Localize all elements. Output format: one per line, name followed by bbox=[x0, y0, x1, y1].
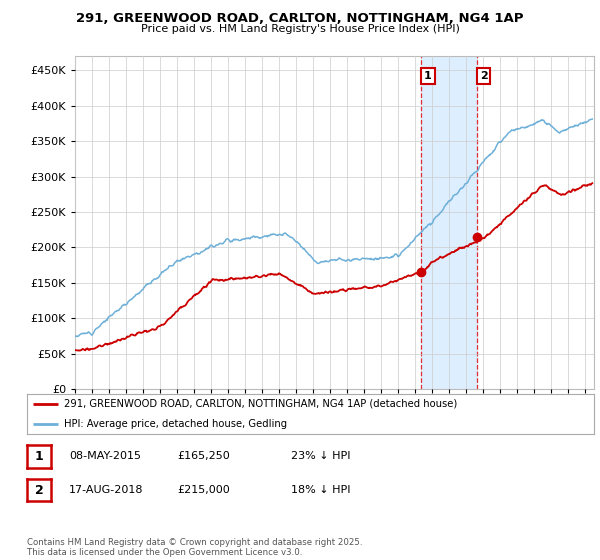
Text: 291, GREENWOOD ROAD, CARLTON, NOTTINGHAM, NG4 1AP: 291, GREENWOOD ROAD, CARLTON, NOTTINGHAM… bbox=[76, 12, 524, 25]
Text: 2: 2 bbox=[479, 71, 487, 81]
Text: Price paid vs. HM Land Registry's House Price Index (HPI): Price paid vs. HM Land Registry's House … bbox=[140, 24, 460, 34]
Text: 18% ↓ HPI: 18% ↓ HPI bbox=[291, 485, 350, 495]
Text: Contains HM Land Registry data © Crown copyright and database right 2025.
This d: Contains HM Land Registry data © Crown c… bbox=[27, 538, 362, 557]
Text: £165,250: £165,250 bbox=[177, 451, 230, 461]
Text: 17-AUG-2018: 17-AUG-2018 bbox=[69, 485, 143, 495]
Text: 2: 2 bbox=[35, 483, 43, 497]
Text: 1: 1 bbox=[424, 71, 432, 81]
Text: 1: 1 bbox=[35, 450, 43, 463]
Text: HPI: Average price, detached house, Gedling: HPI: Average price, detached house, Gedl… bbox=[64, 419, 287, 429]
Text: £215,000: £215,000 bbox=[177, 485, 230, 495]
Text: 23% ↓ HPI: 23% ↓ HPI bbox=[291, 451, 350, 461]
Text: 291, GREENWOOD ROAD, CARLTON, NOTTINGHAM, NG4 1AP (detached house): 291, GREENWOOD ROAD, CARLTON, NOTTINGHAM… bbox=[64, 399, 457, 409]
Bar bbox=[421, 56, 477, 389]
Text: 08-MAY-2015: 08-MAY-2015 bbox=[69, 451, 141, 461]
